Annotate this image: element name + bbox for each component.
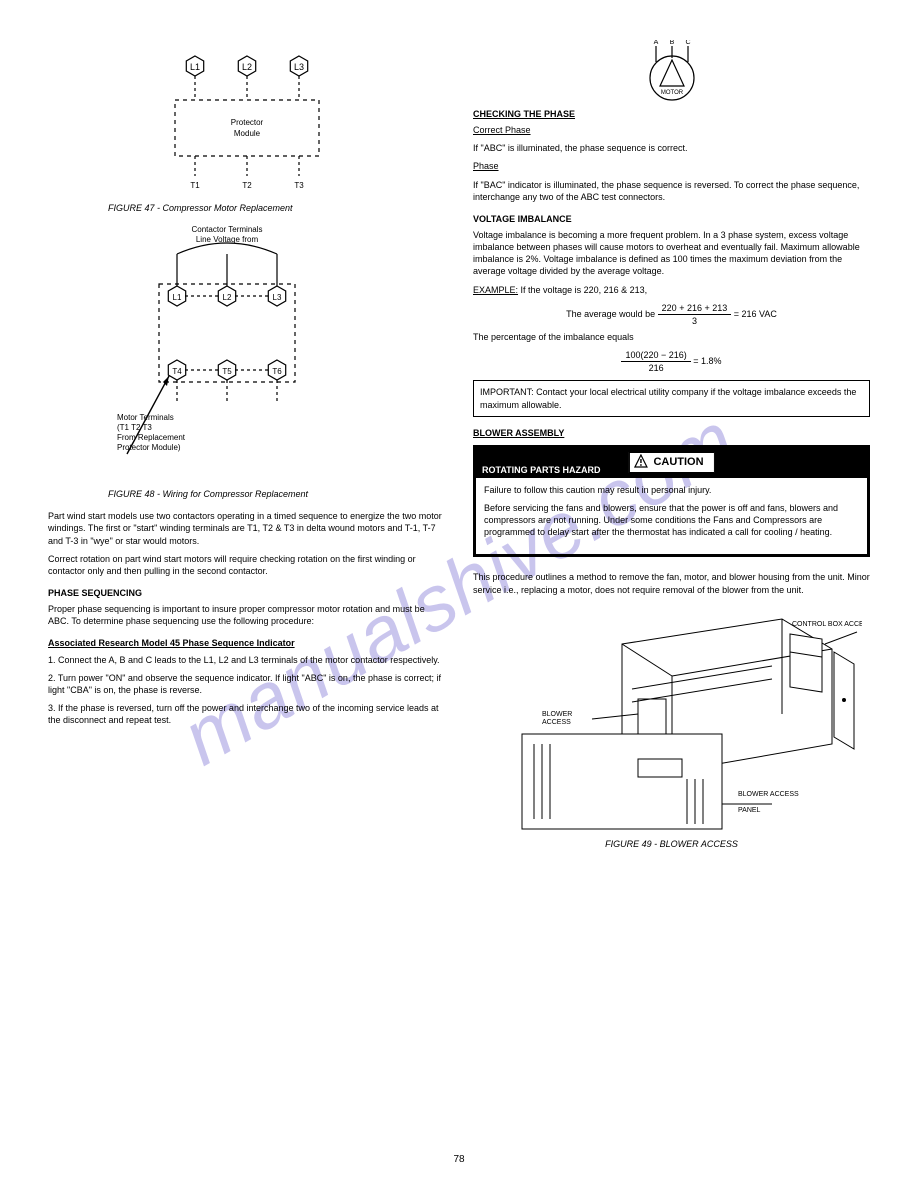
svg-text:T3: T3 [294,181,304,190]
caution-label: CAUTION [628,452,714,473]
important-box: IMPORTANT: Contact your local electrical… [473,380,870,416]
right-column: A B C MOTOR CHECKING THE PHASE Correct P… [473,40,870,860]
svg-text:(T1 T2 T3: (T1 T2 T3 [117,423,152,432]
page-number: 78 [453,1153,464,1167]
pct-den: 216 [621,362,690,374]
svg-text:Protector Module): Protector Module) [117,443,181,452]
svg-text:L1: L1 [189,62,199,72]
svg-text:Module: Module [233,129,260,138]
avg-den: 3 [658,315,732,327]
figure-48-svg: Line Voltage from Contactor Terminals L1… [117,224,377,484]
avg-rhs: = 216 VAC [734,309,777,319]
pct-num: 100(220 − 216) [621,349,690,362]
caution-body-1: Failure to follow this caution may resul… [484,484,859,496]
para-partwind: Part wind start models use two contactor… [48,510,445,546]
caution-hazard: ROTATING PARTS HAZARD [482,464,601,476]
svg-text:T4: T4 [172,367,182,376]
example-label: EXAMPLE: [473,285,518,295]
svg-text:Contactor Terminals: Contactor Terminals [191,225,262,234]
pct-rhs: = 1.8% [693,356,721,366]
svg-text:CONTROL BOX ACCESS: CONTROL BOX ACCESS [792,621,862,628]
example-block: EXAMPLE: If the voltage is 220, 216 & 21… [473,284,870,296]
caution-label-text: CAUTION [653,456,703,468]
svg-text:C: C [685,40,690,46]
heading-blower-assembly: BLOWER ASSEMBLY [473,427,870,439]
heading-phase-sequencing: PHASE SEQUENCING [48,587,445,599]
step-1: 1. Connect the A, B and C leads to the L… [48,654,445,666]
svg-text:Motor Terminals: Motor Terminals [117,413,174,422]
svg-text:T5: T5 [222,367,232,376]
step-3: 3. If the phase is reversed, turn off th… [48,702,445,726]
step-2: 2. Turn power "ON" and observe the seque… [48,672,445,696]
para-voltage-imbalance: Voltage imbalance is becoming a more fre… [473,229,870,278]
caution-body: Failure to follow this caution may resul… [476,478,867,555]
pct-label: The percentage of the imbalance equals [473,331,870,343]
svg-text:BLOWER ACCESS: BLOWER ACCESS [738,791,799,798]
svg-text:B: B [669,40,674,46]
svg-text:T6: T6 [272,367,282,376]
svg-text:PANEL: PANEL [738,807,761,814]
svg-text:A: A [653,40,658,46]
svg-text:Line Voltage from: Line Voltage from [195,235,258,244]
label-phase: Phase [473,161,499,171]
heading-associated-research: Associated Research Model 45 Phase Seque… [48,637,445,649]
svg-text:Protector: Protector [230,118,263,127]
figure-47-svg: L1 L2 L3 Protector Module [147,48,347,198]
svg-text:L2: L2 [222,293,231,302]
svg-text:BLOWER: BLOWER [542,711,572,718]
figure-48-caption: FIGURE 48 - Wiring for Compressor Replac… [108,488,445,500]
svg-text:From Replacement: From Replacement [117,433,186,442]
important-text: IMPORTANT: Contact your local electrical… [480,387,856,409]
svg-text:MOTOR: MOTOR [660,90,683,96]
para-blower-procedure: This procedure outlines a method to remo… [473,571,870,595]
svg-text:L3: L3 [272,293,281,302]
svg-text:L2: L2 [241,62,251,72]
label-correct-phase: Correct Phase [473,125,531,135]
svg-text:ACCESS: ACCESS [542,719,571,726]
motor-symbol: A B C MOTOR [642,40,702,102]
heading-voltage-imbalance: VOLTAGE IMBALANCE [473,213,870,225]
pct-equation: 100(220 − 216)216 = 1.8% [473,349,870,374]
figure-47-caption: FIGURE 47 - Compressor Motor Replacement [108,202,445,214]
figure-49-svg: CONTROL BOX ACCESS BLOWER ACCESS BLOWER … [482,604,862,834]
svg-text:T2: T2 [242,181,252,190]
para-correct-phase: If "ABC" is illuminated, the phase seque… [473,142,870,154]
caution-box: CAUTION ROTATING PARTS HAZARD Failure to… [473,445,870,558]
avg-label: The average would be [566,309,658,319]
svg-text:L1: L1 [172,293,181,302]
warning-icon [633,454,647,468]
average-equation: The average would be 220 + 216 + 2133 = … [473,302,870,327]
avg-num: 220 + 216 + 213 [658,302,732,315]
heading-checking-phase: CHECKING THE PHASE [473,108,870,120]
left-column: L1 L2 L3 Protector Module [48,40,445,860]
para-rotation: Correct rotation on part wind start moto… [48,553,445,577]
figure-49-caption: FIGURE 49 - BLOWER ACCESS [473,838,870,850]
example-text: If the voltage is 220, 216 & 213, [521,285,648,295]
svg-text:T1: T1 [190,181,200,190]
svg-text:L3: L3 [293,62,303,72]
caution-body-2: Before servicing the fans and blowers, e… [484,502,859,538]
para-seq-intro: Proper phase sequencing is important to … [48,603,445,627]
para-phase-reversed: If "BAC" indicator is illuminated, the p… [473,179,870,203]
